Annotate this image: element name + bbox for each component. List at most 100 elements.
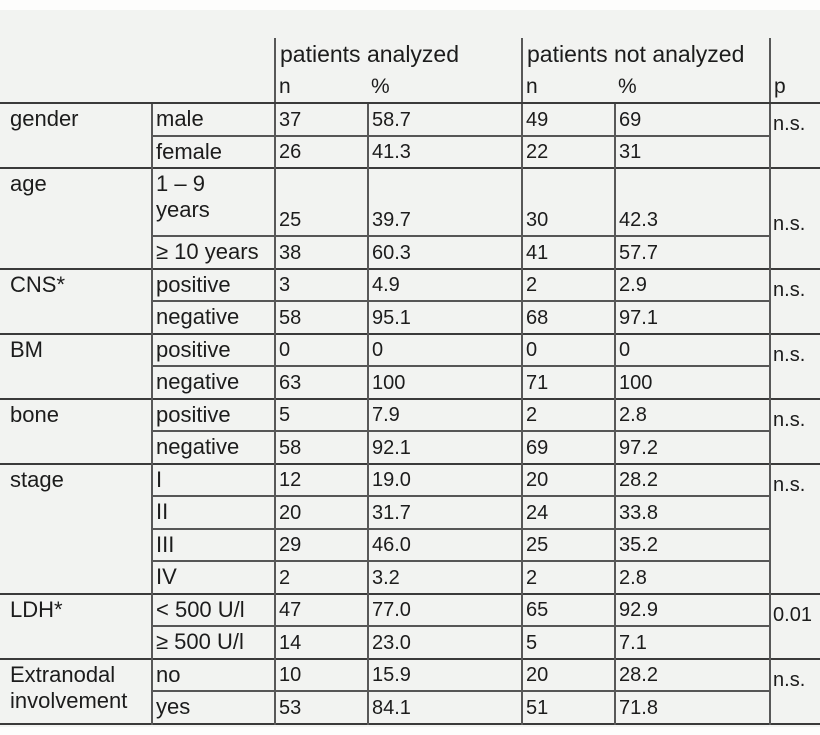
n-analyzed-cell: 10 [274,657,368,691]
table-row: stage I 12 19.0 20 28.2 n.s. [0,462,820,594]
table-row: negative 58 95.1 68 97.1 [0,300,820,334]
category-cell-cns: CNS* [0,267,152,334]
pct-not-analyzed-cell: 2.8 [614,560,771,594]
n-analyzed-cell: 47 [274,592,368,626]
pct-not-analyzed-cell: 35.2 [614,527,771,561]
header-patients-analyzed: patients analyzed [273,38,523,70]
p-value-cell: n.s. [769,462,820,594]
n-not-analyzed-cell: 2 [521,267,616,301]
subcategory-cell: male [151,102,275,136]
category-cell-gender: gender [0,102,152,168]
table-row: bone positive 5 7.9 2 2.8 n.s. [0,397,820,464]
table-row: LDH* < 500 U/l 47 77.0 65 92.9 0.01 [0,592,820,659]
subcategory-cell: ≥ 500 U/l [151,625,275,659]
pct-analyzed-cell: 60.3 [366,235,523,269]
header-p-spacer [769,38,820,70]
page-top-margin [0,0,820,10]
pct-analyzed-cell: 77.0 [366,592,523,626]
pct-analyzed-cell: 19.0 [366,462,523,496]
n-analyzed-cell: 29 [274,527,368,561]
n-analyzed-cell: 2 [274,560,368,594]
n-not-analyzed-cell: 2 [521,397,616,431]
p-value-cell: n.s. [769,657,820,724]
pct-analyzed-cell: 31.7 [366,495,523,529]
table-row: II 20 31.7 24 33.8 [0,495,820,529]
pct-analyzed-cell: 84.1 [366,690,523,724]
subcategory-cell: negative [151,430,275,464]
pct-not-analyzed-cell: 0 [614,332,771,366]
n-analyzed-cell: 25 [274,167,368,236]
n-not-analyzed-cell: 51 [521,690,616,724]
subcategory-cell: positive [151,332,275,366]
pct-not-analyzed-cell: 42.3 [614,167,771,236]
pct-not-analyzed-cell: 31 [614,134,771,168]
category-cell-age: age [0,167,152,269]
subcategory-cell: < 500 U/l [151,592,275,626]
header-empty-corner [0,70,275,104]
pct-analyzed-cell: 4.9 [366,267,523,301]
n-analyzed-cell: 58 [274,430,368,464]
n-not-analyzed-cell: 71 [521,365,616,399]
table-row: Extranodal involvement no 10 15.9 20 28.… [0,657,820,724]
page-bottom-margin [0,727,820,735]
pct-not-analyzed-cell: 2.8 [614,397,771,431]
pct-not-analyzed-cell: 97.2 [614,430,771,464]
n-analyzed-cell: 26 [274,134,368,168]
n-not-analyzed-cell: 20 [521,462,616,496]
n-analyzed-cell: 14 [274,625,368,659]
table-row: III 29 46.0 25 35.2 [0,527,820,561]
header-empty-corner [0,38,275,70]
p-value-cell: n.s. [769,267,820,334]
n-analyzed-cell: 12 [274,462,368,496]
pct-analyzed-cell: 41.3 [366,134,523,168]
subcategory-cell: negative [151,300,275,334]
table-row: negative 63 100 71 100 [0,365,820,399]
n-analyzed-cell: 20 [274,495,368,529]
n-analyzed-cell: 0 [274,332,368,366]
header-pct-not-analyzed: % [615,70,771,104]
pct-not-analyzed-cell: 71.8 [614,690,771,724]
patient-characteristics-table: patients analyzed patients not analyzed … [0,38,820,725]
pct-not-analyzed-cell: 69 [614,102,771,136]
table-row: BM positive 0 0 0 0 n.s. [0,332,820,399]
pct-not-analyzed-cell: 92.9 [614,592,771,626]
subcategory-cell: III [151,527,275,561]
n-not-analyzed-cell: 0 [521,332,616,366]
header-p: p [769,70,820,104]
pct-analyzed-cell: 23.0 [366,625,523,659]
header-patients-not-analyzed: patients not analyzed [521,38,771,70]
n-analyzed-cell: 58 [274,300,368,334]
table-row: CNS* positive 3 4.9 2 2.9 n.s. [0,267,820,334]
category-cell-stage: stage [0,462,152,594]
p-value-cell: n.s. [769,102,820,168]
subcategory-cell: no [151,657,275,691]
subcategory-cell: yes [151,690,275,724]
subcategory-cell: positive [151,397,275,431]
subcategory-cell: ≥ 10 years [151,235,275,269]
category-cell-extranodal: Extranodal involvement [0,657,152,724]
subcategory-cell: IV [151,560,275,594]
pct-not-analyzed-cell: 33.8 [614,495,771,529]
table-row: IV 2 3.2 2 2.8 [0,560,820,594]
pct-analyzed-cell: 15.9 [366,657,523,691]
n-analyzed-cell: 38 [274,235,368,269]
p-value-cell: n.s. [769,167,820,269]
table-row: yes 53 84.1 51 71.8 [0,690,820,724]
pct-analyzed-cell: 0 [366,332,523,366]
pct-not-analyzed-cell: 28.2 [614,657,771,691]
pct-analyzed-cell: 7.9 [366,397,523,431]
n-not-analyzed-cell: 69 [521,430,616,464]
pct-not-analyzed-cell: 7.1 [614,625,771,659]
n-not-analyzed-cell: 24 [521,495,616,529]
subcategory-cell: female [151,134,275,168]
n-analyzed-cell: 37 [274,102,368,136]
n-not-analyzed-cell: 49 [521,102,616,136]
pct-analyzed-cell: 92.1 [366,430,523,464]
table-row: negative 58 92.1 69 97.2 [0,430,820,464]
pct-analyzed-cell: 58.7 [366,102,523,136]
p-value-cell: n.s. [769,332,820,399]
pct-analyzed-cell: 100 [366,365,523,399]
table-row: age 1 – 9 years 25 39.7 30 42.3 n.s. [0,167,820,269]
pct-not-analyzed-cell: 2.9 [614,267,771,301]
